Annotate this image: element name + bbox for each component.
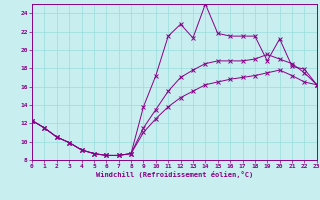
- X-axis label: Windchill (Refroidissement éolien,°C): Windchill (Refroidissement éolien,°C): [96, 171, 253, 178]
